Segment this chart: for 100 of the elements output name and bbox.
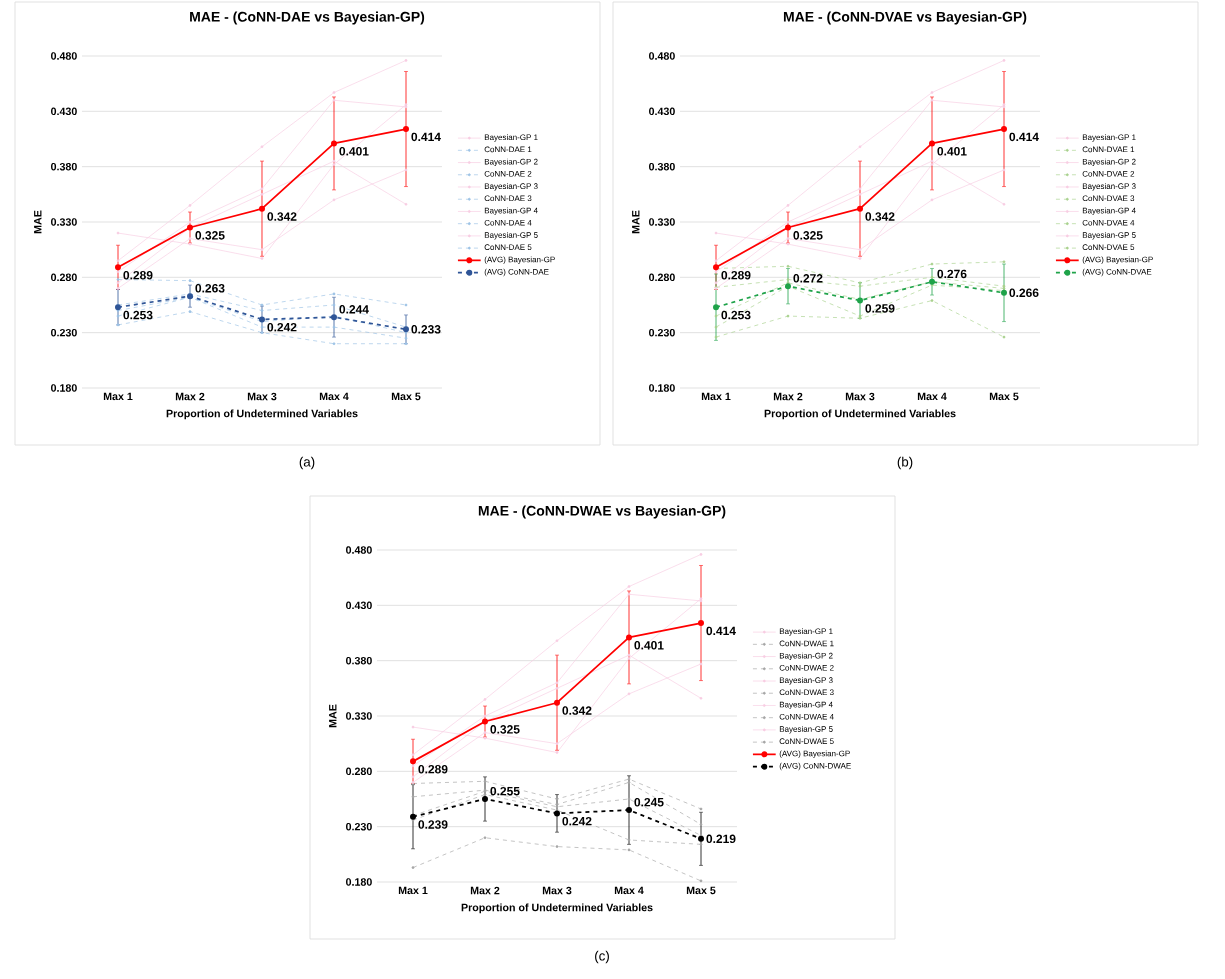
legend-label: Bayesian-GP 5 [1082,231,1136,240]
data-label: 0.289 [721,270,751,280]
x-axis-title: Proportion of Undetermined Variables [461,903,653,914]
x-tick-label: Max 2 [773,392,803,401]
y-tick-label: 0.430 [346,601,372,610]
y-tick-label: 0.380 [649,162,675,171]
legend-label: (AVG) CoNN-DVAE [1082,268,1152,277]
legend-label: Bayesian-GP 3 [484,183,538,191]
x-tick-label: Max 3 [247,392,277,401]
x-tick-label: Max 5 [686,886,716,895]
data-label: 0.259 [865,304,895,313]
y-tick-label: 0.430 [51,107,77,116]
x-axis-title: Proportion of Undetermined Variables [166,409,358,420]
y-tick-label: 0.380 [346,656,372,665]
x-axis-title: Proportion of Undetermined Variables [764,409,956,420]
legend-label: CoNN-DWAE 1 [779,640,834,647]
x-tick-label: Max 4 [319,392,349,401]
legend-label: CoNN-DAE 4 [484,219,532,226]
x-tick-label: Max 1 [103,392,133,401]
legend-label: CoNN-DWAE 3 [779,689,834,696]
legend-label: CoNN-DVAE 5 [1082,244,1135,250]
data-label: 0.289 [418,764,448,774]
legend-label: Bayesian-GP 2 [484,158,538,167]
data-label: 0.325 [195,231,225,240]
y-tick-label: 0.330 [51,218,77,226]
y-tick-label: 0.180 [346,878,372,886]
data-label: 0.266 [1009,288,1039,298]
y-tick-label: 0.280 [51,273,77,282]
data-label: 0.263 [195,284,225,293]
x-tick-label: Max 4 [917,392,947,401]
legend-label: CoNN-DVAE 4 [1082,219,1135,226]
legend-label: Bayesian-GP 1 [1082,134,1136,142]
legend-label: (AVG) Bayesian-GP [484,256,555,264]
y-tick-label: 0.180 [51,384,77,392]
y-tick-label: 0.230 [346,822,372,831]
data-label: 0.342 [562,706,592,715]
x-tick-label: Max 3 [845,392,875,401]
legend-label: (AVG) CoNN-DAE [484,268,549,277]
legend-label: CoNN-DWAE 5 [779,738,834,745]
y-tick-label: 0.480 [51,52,77,60]
legend-label: CoNN-DAE 3 [484,195,532,202]
data-label: 0.342 [865,212,895,221]
x-tick-label: Max 4 [614,886,644,895]
x-tick-label: Max 1 [398,886,428,895]
y-tick-label: 0.330 [649,218,675,226]
x-tick-label: Max 5 [989,392,1019,401]
text: (a) [299,456,315,470]
y-tick-label: 0.330 [346,712,372,720]
legend-label: Bayesian-GP 5 [484,231,538,240]
legend-label: (AVG) CoNN-DWAE [779,762,851,771]
legend-label: Bayesian-GP 4 [779,701,833,710]
legend-label: Bayesian-GP 3 [779,677,833,685]
data-label: 0.414 [1009,132,1039,142]
legend-label: CoNN-DWAE 2 [779,664,834,671]
y-tick-label: 0.280 [346,767,372,776]
legend-label: Bayesian-GP 2 [779,652,833,661]
legend-label: (AVG) Bayesian-GP [1082,256,1153,264]
legend-label: CoNN-DVAE 3 [1082,195,1135,202]
data-label: 0.244 [339,305,369,314]
legend-label: (AVG) Bayesian-GP [779,750,850,758]
y-tick-label: 0.230 [649,328,675,337]
text: (b) [897,456,913,470]
y-tick-label: 0.480 [649,52,675,60]
chart-title: MAE - (CoNN-DWAE vs Bayesian-GP) [478,505,726,519]
data-label: 0.401 [634,641,664,650]
legend-label: Bayesian-GP 1 [779,628,833,636]
data-label: 0.414 [411,132,441,142]
x-tick-label: Max 5 [391,392,421,401]
x-tick-label: Max 1 [701,392,731,401]
data-label: 0.325 [490,725,520,734]
y-axis-title: MAE [632,210,640,234]
data-label: 0.253 [123,310,153,320]
data-label: 0.401 [339,147,369,156]
legend-label: CoNN-DAE 5 [484,244,532,250]
data-label: 0.255 [490,786,520,796]
y-tick-label: 0.280 [649,273,675,282]
data-label: 0.325 [793,231,823,240]
data-label: 0.276 [937,269,967,279]
legend-label: Bayesian-GP 2 [1082,158,1136,167]
y-axis-title: MAE [34,210,42,234]
x-tick-label: Max 3 [542,886,572,895]
legend-label: Bayesian-GP 5 [779,725,833,734]
legend-label: Bayesian-GP 4 [1082,207,1136,215]
data-label: 0.272 [793,274,823,283]
data-label: 0.242 [562,816,592,826]
data-label: 0.401 [937,147,967,156]
data-label: 0.414 [706,626,736,636]
y-tick-label: 0.230 [51,328,77,337]
legend-label: CoNN-DAE 1 [484,146,532,153]
chart-title: MAE - (CoNN-DVAE vs Bayesian-GP) [783,11,1027,25]
y-tick-label: 0.180 [649,384,675,392]
y-axis-title: MAE [329,704,337,728]
text: (c) [595,950,609,964]
y-tick-label: 0.430 [649,107,675,116]
data-label: 0.242 [267,322,297,332]
x-tick-label: Max 2 [175,392,205,401]
x-tick-label: Max 2 [470,886,500,895]
legend-label: Bayesian-GP 4 [484,207,538,215]
legend-label: Bayesian-GP 3 [1082,183,1136,191]
legend-label: CoNN-DVAE 2 [1082,170,1135,177]
